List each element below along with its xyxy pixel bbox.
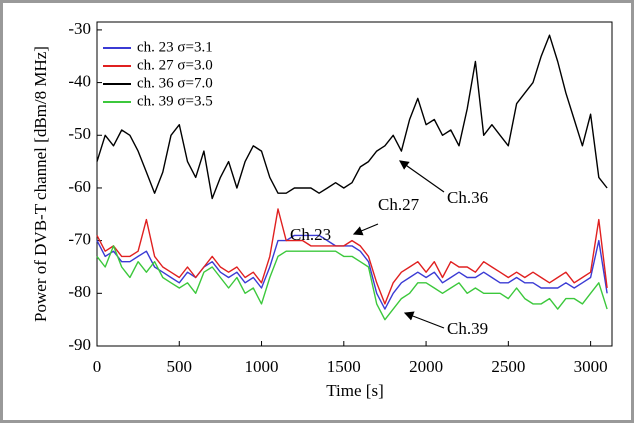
y-tick-label: -60 [68, 177, 91, 196]
series-line [96, 34, 608, 200]
x-tick-label: 3000 [574, 357, 608, 376]
x-tick-label: 1500 [327, 357, 361, 376]
x-tick-label: 2500 [491, 357, 525, 376]
annotation-arrow [399, 160, 445, 193]
annotation: Ch.23 [290, 225, 331, 244]
series-line [96, 245, 608, 321]
x-tick-label: 0 [93, 357, 102, 376]
x-axis-label: Time [s] [326, 381, 383, 400]
annotation-arrow [352, 223, 379, 236]
y-tick-label: -70 [68, 230, 91, 249]
legend-label: ch. 27 σ=3.0 [137, 57, 213, 73]
y-tick-label: -30 [68, 19, 91, 38]
y-tick-label: -40 [68, 71, 91, 90]
annotation-arrow [403, 311, 445, 329]
y-tick-label: -50 [68, 124, 91, 143]
x-tick-label: 2000 [409, 357, 443, 376]
x-tick-label: 1000 [245, 357, 279, 376]
series-line [96, 208, 608, 305]
y-tick-label: -80 [68, 282, 91, 301]
annotation: Ch.36 [447, 188, 488, 207]
legend-label: ch. 23 σ=3.1 [137, 39, 213, 55]
annotation: Ch.39 [447, 319, 488, 338]
legend-label: ch. 36 σ=7.0 [137, 75, 213, 91]
y-axis-label: Power of DVB-T channel [dBm/8 MHz] [31, 46, 50, 322]
series-line [96, 234, 608, 310]
x-tick-label: 500 [167, 357, 193, 376]
legend-label: ch. 39 σ=3.5 [137, 93, 213, 109]
annotation: Ch.27 [378, 195, 420, 214]
y-tick-label: -90 [68, 335, 91, 354]
plot-area [96, 21, 613, 347]
